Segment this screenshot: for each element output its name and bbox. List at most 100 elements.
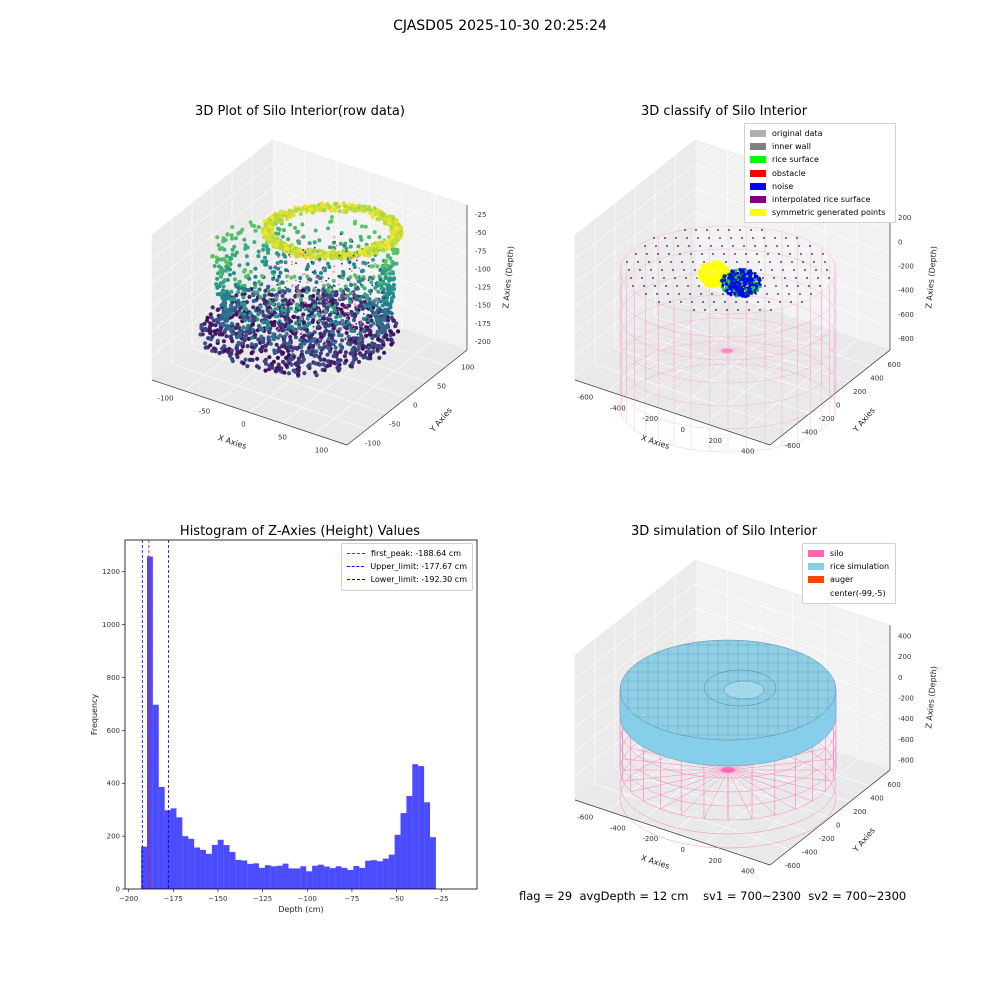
- x-tick-label: 0: [241, 421, 245, 429]
- data-point: [310, 210, 315, 215]
- data-point: [347, 303, 352, 308]
- surface-dot: [828, 277, 830, 279]
- data-point: [343, 204, 348, 209]
- z-tick-label: 200: [898, 214, 911, 222]
- silo-spoke: [727, 349, 835, 358]
- silo-spoke: [681, 769, 729, 816]
- y-tick-label: 100: [461, 364, 474, 372]
- data-point: [203, 326, 208, 331]
- surface-dot: [777, 293, 779, 295]
- z-axis-label: Z Axies (Depth): [924, 246, 938, 309]
- y-tick-label: 600: [887, 361, 900, 369]
- data-point: [375, 301, 377, 304]
- data-point: [351, 324, 354, 327]
- x-tick-label: -400: [610, 824, 626, 832]
- silo-spoke: [727, 349, 783, 389]
- surface-dot: [637, 261, 639, 263]
- y-axis-line: [769, 349, 891, 446]
- data-point: [301, 234, 306, 239]
- data-point: [351, 292, 354, 295]
- data-point: [210, 305, 215, 310]
- data-point: [382, 217, 387, 222]
- surface-dot: [712, 253, 714, 255]
- data-point: [374, 281, 379, 286]
- data-point: [316, 344, 319, 346]
- symmetric-point: [710, 281, 714, 285]
- data-point: [332, 298, 335, 300]
- data-point: [307, 207, 312, 211]
- data-point: [358, 336, 363, 341]
- silo-spoke: [727, 769, 826, 792]
- data-point: [280, 266, 283, 268]
- data-point: [223, 289, 227, 294]
- data-point: [383, 333, 388, 338]
- data-point: [351, 317, 357, 323]
- data-point: [298, 212, 303, 216]
- data-point: [214, 260, 219, 264]
- classified-point: [725, 282, 729, 286]
- data-point: [385, 323, 390, 327]
- data-point: [346, 320, 351, 325]
- data-point: [224, 264, 229, 269]
- data-point: [307, 321, 312, 326]
- data-point: [391, 235, 396, 239]
- surface-dot: [646, 253, 648, 255]
- data-point: [288, 222, 293, 227]
- data-point: [326, 283, 331, 287]
- data-point: [343, 245, 345, 247]
- data-point: [289, 337, 291, 340]
- x-tick-label: −50: [389, 895, 404, 903]
- surface-dot: [635, 253, 637, 255]
- data-point: [226, 325, 230, 330]
- data-point: [264, 259, 269, 264]
- legend-item-obstacle: obstacle: [750, 167, 890, 180]
- data-point: [284, 286, 287, 289]
- data-point: [312, 337, 317, 342]
- classified-point: [732, 289, 736, 293]
- surface-dot: [808, 285, 810, 287]
- data-point: [359, 269, 364, 274]
- data-point: [276, 266, 281, 271]
- surface-dot: [782, 269, 784, 271]
- data-point: [390, 242, 395, 247]
- data-point: [275, 236, 280, 240]
- data-point: [214, 255, 219, 260]
- data-point: [344, 358, 349, 363]
- data-point: [315, 291, 320, 296]
- data-point: [351, 262, 356, 267]
- histogram-bar: [312, 865, 318, 889]
- data-point: [313, 286, 315, 289]
- x-tick-label: -200: [642, 835, 658, 843]
- data-point: [299, 253, 302, 256]
- data-point: [280, 234, 285, 239]
- surface-dot: [801, 301, 803, 303]
- data-point: [327, 298, 329, 300]
- data-point: [251, 293, 256, 298]
- surface-dot: [741, 237, 743, 239]
- surface-dot: [699, 245, 701, 247]
- silo-spoke: [658, 349, 729, 384]
- surface-dot: [788, 293, 790, 295]
- data-point: [299, 316, 302, 319]
- data-point: [379, 286, 384, 291]
- surface-dot: [728, 229, 730, 231]
- data-point: [235, 302, 240, 307]
- data-point: [343, 325, 348, 330]
- surface-dot: [747, 261, 749, 263]
- data-point: [390, 215, 395, 219]
- grid-line: [271, 163, 468, 230]
- z-tick-label: -200: [898, 695, 914, 703]
- data-point: [367, 261, 370, 264]
- data-point: [267, 355, 272, 360]
- data-point: [335, 244, 338, 247]
- data-point: [242, 305, 247, 310]
- data-point: [205, 315, 210, 320]
- data-point: [333, 340, 336, 343]
- data-point: [331, 319, 334, 322]
- data-point: [314, 353, 319, 358]
- classified-point: [734, 268, 738, 272]
- silo-spoke: [727, 769, 834, 782]
- symmetric-point: [708, 284, 712, 289]
- surface-dot: [791, 261, 793, 263]
- data-point: [356, 333, 359, 336]
